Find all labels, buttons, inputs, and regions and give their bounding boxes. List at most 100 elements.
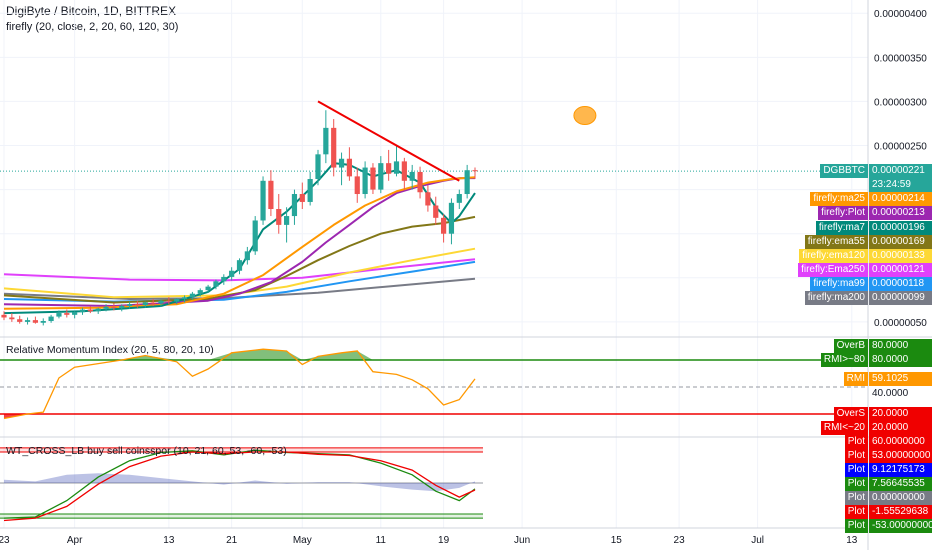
candle-body [229,270,235,277]
price-badge-value: 0.00000099 [869,291,932,306]
rmi-pane-label: Relative Momentum Index (20, 5, 80, 20, … [6,344,214,356]
candle-body [354,176,360,195]
wt-badge-value: 0.00000000 [869,491,932,505]
candle-body [276,209,282,225]
wt-badge-label: Plot [844,477,868,491]
trendline [317,100,460,182]
candle-body [346,158,352,177]
wt-overbought-zone [0,447,483,452]
price-badge-label: firefly:ma7 [815,220,868,235]
indicator-label: firefly (20, close, 2, 20, 60, 120, 30) [6,21,179,33]
price-badge-label: firefly:ema120 [799,248,868,263]
candle-body [472,170,478,172]
wt-badge-label: Plot [844,449,868,463]
time-tick-label: 23 [674,535,686,546]
candle-body [17,319,23,322]
candle-body [119,306,125,308]
time-tick-label: 15 [611,535,623,546]
wt-badge-value: 9.12175173 [869,463,932,477]
rmi-badge-label: RMI [843,371,868,386]
wt-badge-value: -53.00000000 [869,519,932,533]
candle-body [409,171,415,181]
overlay-firefly-ema250 [3,258,476,282]
wt-badge-value: 53.00000000 [869,449,932,463]
candle-body [24,320,31,322]
wt-badge-value: 7.56645535 [869,477,932,491]
wt-badge-label: Plot [844,519,868,533]
price-tick-label: 0.00000300 [874,97,927,108]
wt-badge-label: Plot [844,435,868,449]
price-badge-label: DGBBTC [820,164,868,179]
candle-body [32,320,38,323]
rmi-badge-label: RMI>~80 [820,353,868,367]
candle-body [393,161,400,174]
candle-body [134,304,141,306]
time-tick-label: 19 [438,535,450,546]
candle-body [299,194,305,202]
candle-body [425,192,431,206]
candle-body [236,260,243,271]
price-badge-value: 0.00000121 [869,262,932,277]
candle-body [441,217,447,234]
wt-pane-label: WT_CROSS_LB buy sell coinsspor (10, 21, … [6,445,287,457]
rmi-badge-value: 80.0000 [869,353,932,367]
candle-body [401,161,407,181]
candle-body [370,167,376,190]
candle-body [111,306,117,308]
price-badge-value: 0.00000169 [869,234,932,249]
candle-body [48,316,54,322]
chart-title: DigiByte / Bitcoin, 1D, BITTREX [6,4,177,18]
price-tick-label: 0.00000400 [874,9,927,20]
time-tick-label: Apr [67,535,83,546]
candle-body [103,306,109,309]
candle-body [181,297,188,299]
price-badge-value: 0.00000196 [869,220,932,235]
rmi-badge-value: 40.0000 [872,388,909,400]
candle-body [323,127,329,155]
candle-body [386,163,392,174]
candle-body [221,276,227,282]
time-tick-label: 13 [846,535,858,546]
price-tick-label: 0.00000050 [874,318,927,329]
candle-body [87,309,93,312]
candle-body [464,170,470,195]
wt2-line [3,451,476,522]
price-tick-label: 0.00000350 [874,53,927,64]
candle-body [252,220,258,252]
candle-body [362,167,368,195]
candle-body [174,298,180,302]
price-badge-value: 23:24:59 [869,178,932,193]
time-tick-label: 21 [226,535,238,546]
candle-body [291,194,298,217]
candle-body [307,179,313,202]
rmi-badge-value: 20.0000 [869,407,932,421]
time-tick-label: Jul [751,535,764,546]
time-tick-label: May [293,535,312,546]
candle-body [213,281,219,287]
candle-body [95,308,101,312]
wt1-line [3,449,476,519]
candle-body [448,202,455,234]
price-badge-value: 0.00000214 [869,192,932,207]
candle-body [456,194,462,203]
rmi-badge-value: 59.1025 [869,371,932,386]
time-tick-label: 23 [0,535,10,546]
candle-body [284,216,290,225]
candle-body [56,313,62,317]
price-badge-value: 0.00000118 [869,276,932,291]
candle-body [189,293,195,298]
wt-badge-value: -1.55529638 [869,505,932,519]
candle-body [197,290,203,294]
price-badge-value: 0.00000133 [869,248,932,263]
candle-body [268,180,274,210]
rmi-badge-value: 20.0000 [869,421,932,435]
price-badge-value: 0.00000221 [869,164,932,179]
rmi-badge-label: RMI<~20 [820,421,868,435]
candle-body [9,317,15,320]
rmi-badge-label: OverB [833,339,868,353]
candle-body [142,302,148,306]
price-badge-label: firefly:Plot [818,206,868,221]
candle-body [417,171,423,193]
overlay-firefly-ema120 [3,247,476,299]
